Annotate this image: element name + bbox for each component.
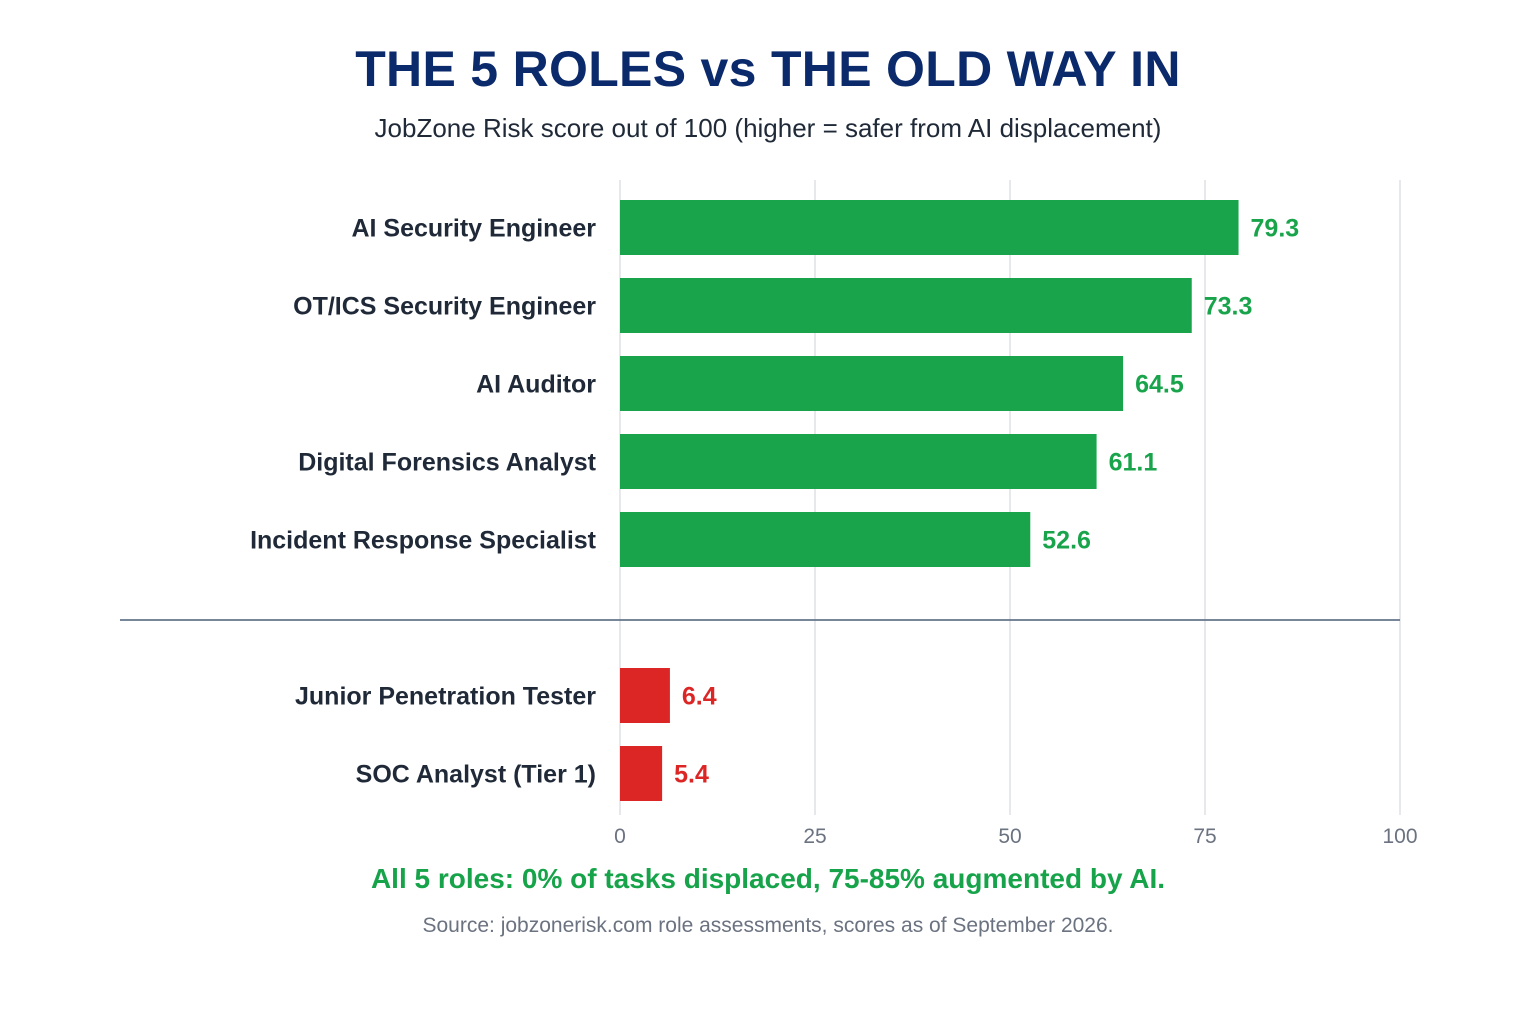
category-label: Incident Response Specialist — [250, 527, 597, 555]
category-label: Digital Forensics Analyst — [298, 449, 596, 477]
chart-subtitle: JobZone Risk score out of 100 (higher = … — [374, 113, 1162, 143]
gridlines — [120, 180, 1401, 815]
chart-title: THE 5 ROLES vs THE OLD WAY IN — [355, 41, 1181, 97]
x-tick-label: 0 — [614, 825, 626, 848]
x-tick-label: 50 — [998, 825, 1021, 848]
value-label: 79.3 — [1251, 215, 1300, 243]
value-label: 61.1 — [1109, 449, 1158, 477]
value-label: 64.5 — [1135, 371, 1184, 399]
value-label: 6.4 — [682, 683, 717, 711]
value-label: 5.4 — [674, 761, 709, 789]
labels: 0 25 50 75 100 AI Security Engineer 79.3 OT/ICS… — [250, 215, 1417, 849]
bar — [620, 512, 1031, 567]
category-label: OT/ICS Security Engineer — [293, 293, 596, 321]
x-tick-label: 75 — [1193, 825, 1216, 848]
bars — [620, 200, 1239, 801]
category-label: AI Auditor — [476, 371, 596, 399]
footnote: All 5 roles: 0% of tasks displaced, 75-8… — [370, 863, 1166, 894]
bar — [620, 746, 663, 801]
bar — [620, 278, 1192, 333]
value-label: 52.6 — [1042, 527, 1091, 555]
bar — [620, 668, 670, 723]
x-tick-label: 100 — [1382, 825, 1417, 848]
category-label: AI Security Engineer — [351, 215, 596, 243]
category-label: SOC Analyst (Tier 1) — [356, 761, 596, 789]
bar — [620, 434, 1097, 489]
bar — [620, 200, 1239, 255]
bar — [620, 356, 1124, 411]
category-label: Junior Penetration Tester — [295, 683, 596, 711]
source-note: Source: jobzonerisk.com role assessments… — [422, 914, 1114, 937]
x-tick-label: 25 — [803, 825, 826, 848]
value-label: 73.3 — [1204, 293, 1253, 321]
